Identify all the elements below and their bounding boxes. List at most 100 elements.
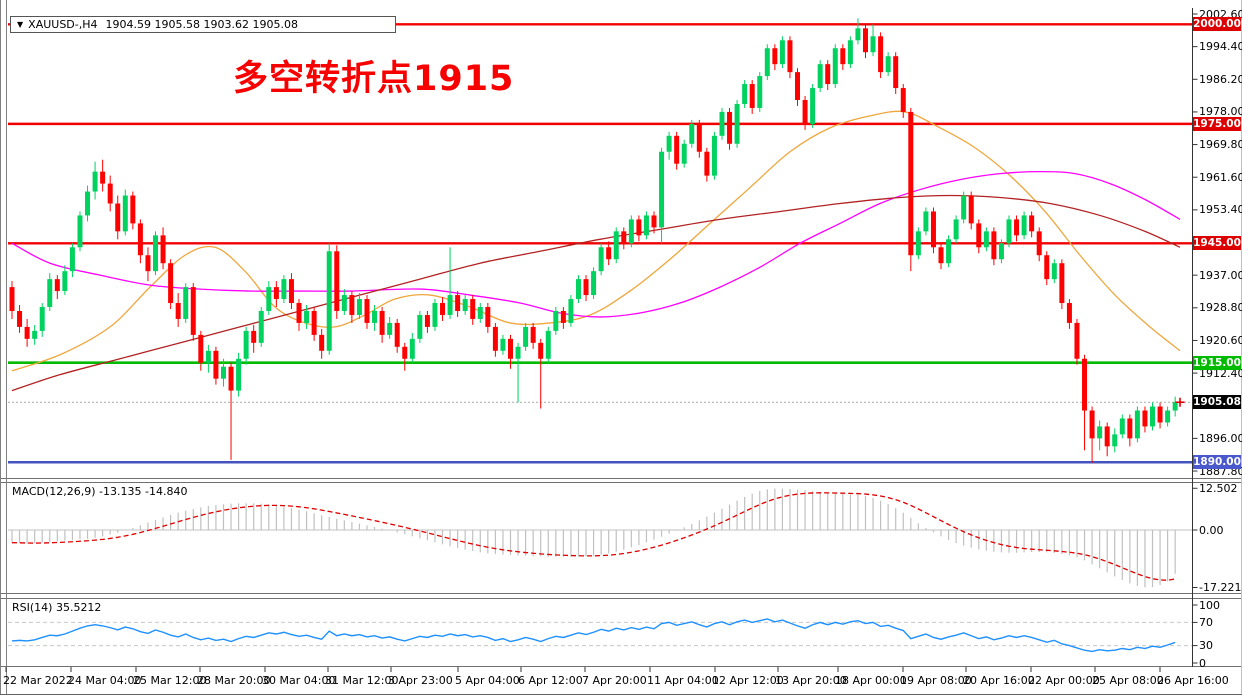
candle-bull <box>1119 418 1125 435</box>
candle-bull <box>810 88 816 124</box>
candle-bull <box>953 219 959 240</box>
candle-bull <box>998 243 1004 260</box>
candle-bull <box>417 314 423 339</box>
candle-bear <box>1014 219 1020 236</box>
candle-bull <box>69 247 75 272</box>
candle-bull <box>356 299 362 315</box>
candle-bull <box>515 346 521 359</box>
candle-bull <box>266 287 272 311</box>
price-tick-label: 2002.60 <box>1199 7 1242 21</box>
candle-bull <box>1112 434 1118 447</box>
date-axis-label: 30 Mar 04:00 <box>262 674 336 687</box>
candle-bull <box>870 36 876 53</box>
date-axis-label: 22 Mar 2022 <box>3 674 73 687</box>
price-tick-label: 1986.20 <box>1199 72 1242 86</box>
rsi-scale-label: 100 <box>1199 598 1220 612</box>
candle-bull <box>122 195 128 232</box>
candle-bear <box>976 223 982 248</box>
candle-bull <box>757 76 763 108</box>
candle-bull <box>39 307 45 331</box>
price-tick-label: 1994.40 <box>1199 40 1242 54</box>
candle-bull <box>666 135 672 152</box>
price-tick-label: 1896.00 <box>1199 431 1242 445</box>
candle-bear <box>908 111 914 256</box>
candle-bull <box>568 299 574 323</box>
candle-bear <box>54 279 60 292</box>
candle-bear <box>1059 263 1065 304</box>
candle-bear <box>651 215 657 228</box>
candle-bear <box>311 310 317 335</box>
price-tick-label: 1961.60 <box>1199 170 1242 184</box>
date-axis-label: 13 Apr 20:00 <box>775 674 847 687</box>
candle-bull <box>1134 410 1140 439</box>
candle-bull <box>32 330 38 339</box>
candle-bear <box>606 247 612 260</box>
price-tick-label: 1937.00 <box>1199 268 1242 282</box>
price-level-badge: 1890.00 <box>1193 455 1241 470</box>
candle-bull <box>915 231 921 256</box>
date-axis-label: 12 Apr 12:00 <box>712 674 784 687</box>
candle-bull <box>545 330 551 359</box>
date-axis-label: 24 Mar 04:00 <box>68 674 142 687</box>
candle-bear <box>802 99 808 124</box>
candle-bull <box>304 310 310 323</box>
candle-bear <box>674 135 680 164</box>
macd-indicator-label: MACD(12,26,9) -13.135 -14.840 <box>12 485 188 498</box>
date-axis-label: 26 Apr 16:00 <box>1157 674 1229 687</box>
candle-bull <box>62 271 68 292</box>
candle-bear <box>190 287 196 335</box>
candle-bear <box>130 195 136 224</box>
candle-bull <box>409 338 415 359</box>
candle-bull <box>372 310 378 323</box>
candle-bull <box>598 247 604 272</box>
candle-bear <box>621 231 627 244</box>
candle-bull <box>1172 402 1178 411</box>
candle-bull <box>983 231 989 248</box>
candle-bear <box>900 88 906 112</box>
candle-bear <box>1104 426 1110 447</box>
candle-bull <box>591 271 597 296</box>
candle-bull <box>326 251 332 351</box>
candle-bear <box>938 247 944 264</box>
candle-bull <box>832 48 838 85</box>
candle-bull <box>500 338 506 351</box>
candle-bull <box>643 215 649 236</box>
candle-bull <box>1006 219 1012 244</box>
candle-bull <box>1150 406 1156 427</box>
candle-bear <box>424 314 430 327</box>
candle-bull <box>734 103 740 144</box>
panel-splitter[interactable] <box>0 593 1242 598</box>
candle-bear <box>930 211 936 248</box>
rsi-scale-label: 0 <box>1199 656 1206 670</box>
candle-bull <box>523 326 529 347</box>
candle-bull <box>961 195 967 220</box>
date-axis-label: 22 Apr 00:00 <box>1028 674 1100 687</box>
candle-bear <box>198 334 204 363</box>
candle-bull <box>885 56 891 73</box>
candle-bear <box>538 342 544 359</box>
candle-bear <box>560 310 566 323</box>
ohlc-values: 1904.59 1905.58 1903.62 1905.08 <box>105 18 298 31</box>
candle-bull <box>447 295 453 315</box>
candle-bear <box>1127 418 1133 439</box>
date-axis-label: 31 Mar 12:00 <box>325 674 399 687</box>
panel-splitter[interactable] <box>0 478 1242 483</box>
date-axis-label: 6 Apr 12:00 <box>518 674 583 687</box>
date-axis-label: 18 Apr 00:00 <box>835 674 907 687</box>
macd-scale-label: 0.00 <box>1199 523 1224 537</box>
date-axis-label: 25 Mar 12:00 <box>133 674 207 687</box>
candle-bear <box>893 56 899 89</box>
collapse-arrow-icon[interactable]: ▼ <box>17 20 24 29</box>
price-level-badge: 2000.00 <box>1193 17 1241 32</box>
candle-bear <box>296 303 302 323</box>
candle-bear <box>17 310 23 327</box>
candle-bear <box>145 255 151 272</box>
candle-bear <box>440 303 446 315</box>
candle-bull <box>764 48 770 77</box>
candle-bear <box>507 338 513 359</box>
candle-bear <box>175 303 181 319</box>
candle-bear <box>470 299 476 319</box>
candle-bear <box>840 48 846 65</box>
candle-bear <box>107 183 113 204</box>
